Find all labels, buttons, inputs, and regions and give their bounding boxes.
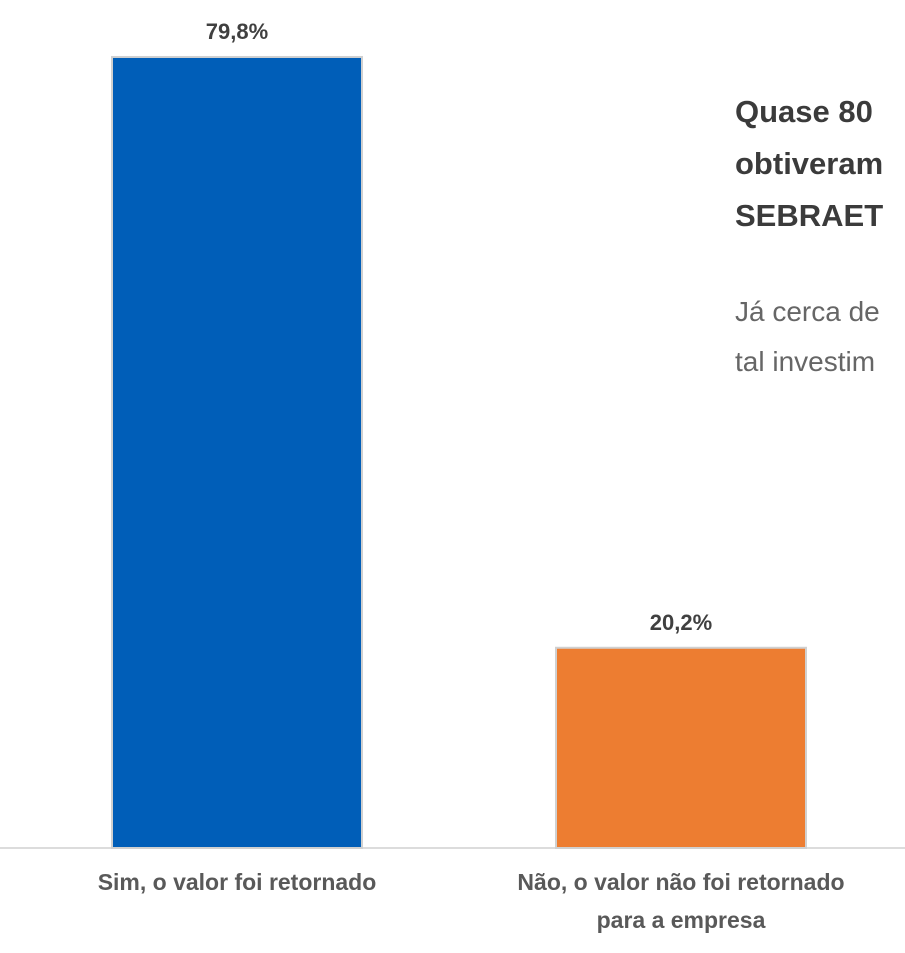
data-label: 79,8% <box>206 19 268 44</box>
bar <box>111 55 363 850</box>
annotation-body: Já cerca de <box>735 296 880 327</box>
x-tick-label: Não, o valor não foi retornado para a em… <box>517 869 845 933</box>
data-label: 20,2% <box>650 610 712 635</box>
annotation-body: tal investim <box>735 346 876 377</box>
x-tick-label: Sim, o valor foi retornado <box>97 869 377 895</box>
annotation-heading: obtiveram <box>735 146 884 181</box>
annotation-heading: Quase 80 <box>735 94 873 129</box>
bar <box>555 646 807 850</box>
annotation-heading: SEBRAET <box>735 198 884 233</box>
